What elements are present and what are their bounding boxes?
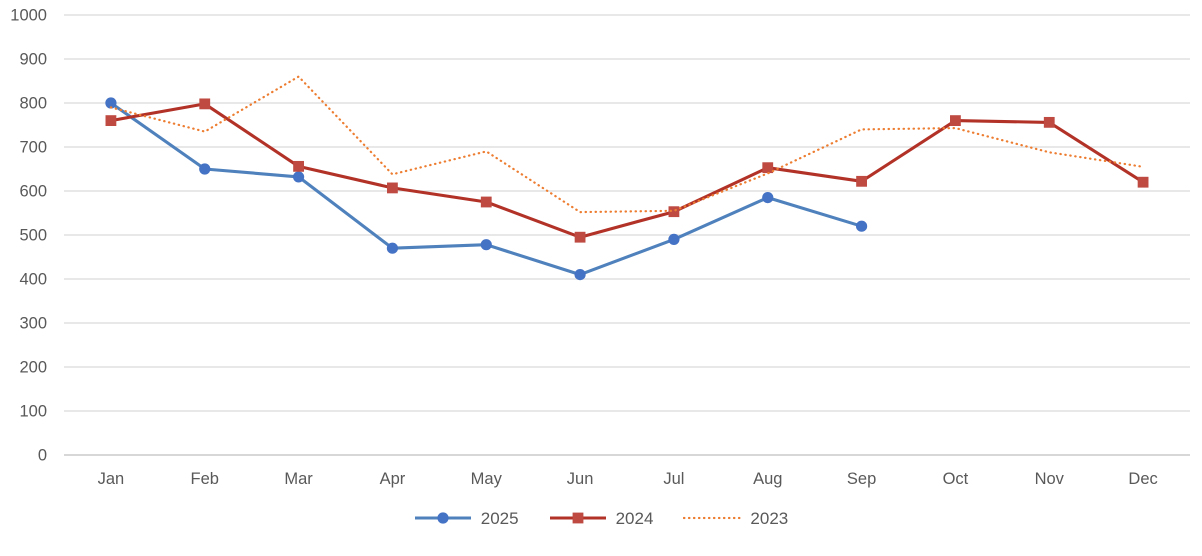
data-point-2024 — [480, 196, 492, 208]
data-point-2024 — [199, 98, 211, 110]
y-axis-label: 300 — [19, 315, 47, 333]
data-point-2025 — [855, 220, 868, 232]
y-axis-label: 100 — [19, 403, 47, 421]
y-axis-label: 400 — [19, 271, 47, 289]
legend-item-2023[interactable]: 2023 — [683, 510, 788, 527]
x-axis-label: Feb — [191, 470, 219, 488]
data-point-2024 — [387, 182, 398, 194]
data-point-2024 — [293, 160, 304, 172]
x-axis-label: Sep — [847, 470, 876, 488]
data-point-2025 — [292, 171, 305, 183]
y-axis-label: 900 — [19, 51, 47, 69]
y-axis-label: 600 — [19, 183, 47, 201]
legend-marker-sample — [437, 512, 449, 524]
chart-legend: 2025 2024 2023 — [0, 504, 1202, 532]
data-point-2024 — [668, 206, 680, 218]
data-point-2025 — [574, 269, 586, 281]
y-axis-label: 500 — [19, 227, 47, 245]
series-line-2024 — [110, 102, 1144, 239]
data-point-2025 — [199, 163, 211, 175]
data-point-2024 — [1043, 116, 1055, 128]
data-point-2025 — [386, 242, 399, 254]
legend-swatch-2024 — [549, 512, 606, 524]
data-point-2024 — [762, 162, 774, 174]
y-axis-label: 200 — [19, 359, 47, 377]
legend-label: 2023 — [750, 508, 789, 528]
data-point-2024 — [105, 115, 117, 126]
data-point-2024 — [950, 115, 961, 126]
y-axis-label: 0 — [38, 447, 47, 465]
data-point-2024 — [1137, 176, 1149, 188]
x-axis-label: Jan — [98, 470, 125, 488]
x-axis-label: Nov — [1035, 470, 1065, 488]
y-axis-label: 1000 — [10, 7, 47, 25]
x-axis-label: Jul — [663, 470, 684, 488]
legend-item-2024[interactable]: 2024 — [549, 508, 654, 528]
x-axis-label: May — [471, 470, 503, 488]
legend-label: 2025 — [480, 508, 519, 528]
legend-swatch-2023 — [683, 516, 742, 520]
data-point-2024 — [856, 175, 867, 187]
legend-item-2025[interactable]: 2025 — [414, 510, 519, 527]
line-chart-plot: 0 100 200 300 400 500 600 700 800 900 1000 Jan Feb Ma… — [10, 7, 1190, 488]
legend-label: 2024 — [615, 508, 654, 528]
legend-marker-sample — [572, 512, 583, 524]
data-point-2024 — [574, 231, 586, 243]
x-axis-label: Dec — [1128, 470, 1157, 488]
x-axis-label: Mar — [284, 470, 313, 488]
data-point-2025 — [480, 239, 492, 251]
data-point-2025 — [668, 233, 680, 245]
x-axis-label: Aug — [753, 470, 782, 488]
data-point-2025 — [762, 192, 774, 204]
y-axis-label: 800 — [19, 95, 47, 113]
legend-swatch-2025 — [414, 512, 471, 524]
series-line-2023 — [109, 75, 1145, 214]
data-point-2025 — [105, 97, 117, 109]
x-axis-label: Apr — [380, 470, 406, 488]
x-axis-label: Jun — [567, 470, 594, 488]
y-axis-label: 700 — [19, 139, 47, 157]
x-axis-label: Oct — [943, 470, 969, 488]
